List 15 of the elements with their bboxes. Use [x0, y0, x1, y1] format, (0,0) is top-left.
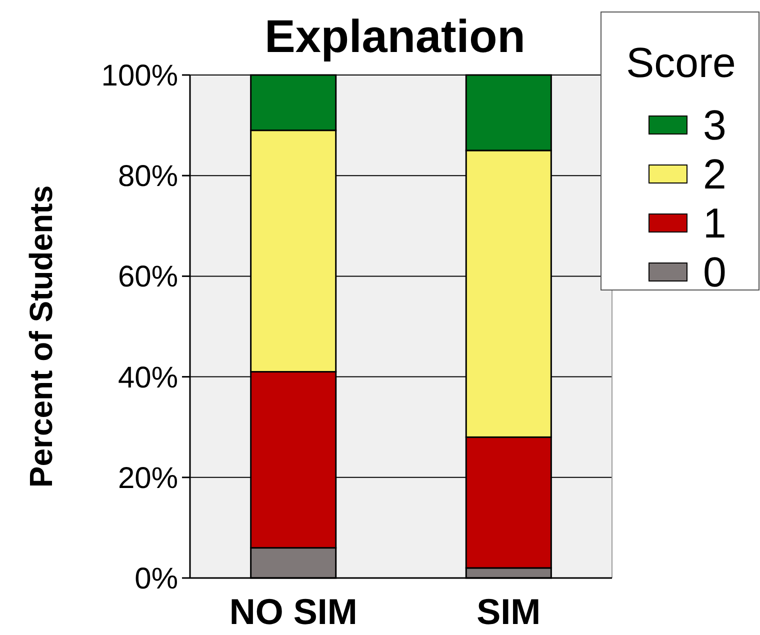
- legend-label: 0: [703, 248, 726, 296]
- y-tick-label: 100%: [101, 60, 178, 92]
- y-tick-label: 20%: [118, 462, 178, 495]
- y-tick-label: 60%: [118, 260, 178, 294]
- y-axis-title: Percent of Students: [23, 185, 59, 488]
- x-tick-label: SIM: [476, 591, 541, 632]
- legend-title: Score: [626, 39, 736, 86]
- y-tick-label: 80%: [118, 160, 178, 194]
- y-tick-label: 0%: [134, 562, 178, 596]
- x-tick-label: NO SIM: [229, 591, 358, 632]
- y-tick-label: 40%: [118, 361, 178, 394]
- chart-title: Explanation: [264, 10, 526, 62]
- legend-label: 2: [703, 150, 726, 198]
- legend-label: 3: [703, 102, 726, 149]
- legend-label: 1: [703, 200, 726, 247]
